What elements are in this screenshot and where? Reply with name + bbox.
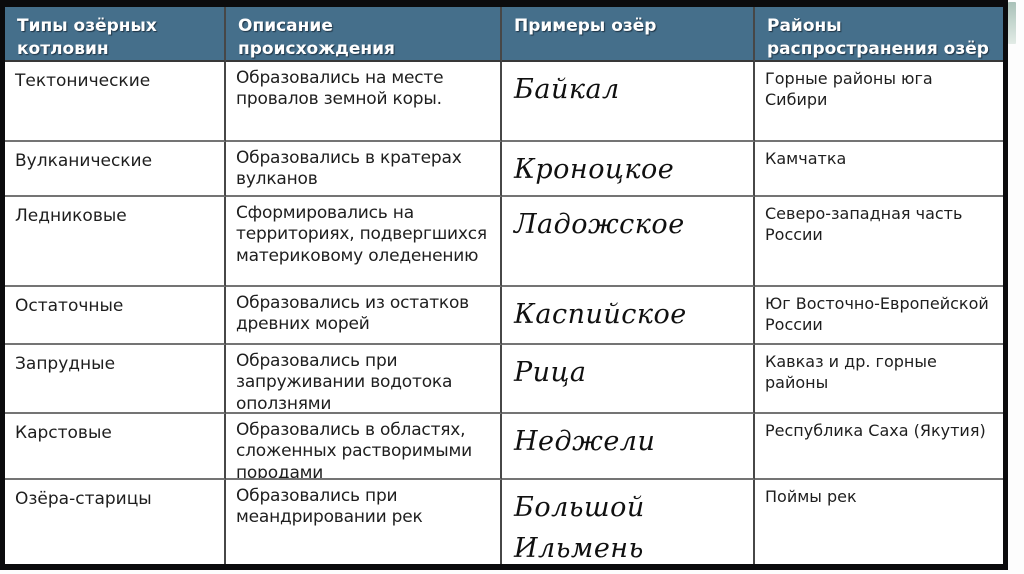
table-row-residual: Остаточные Образовались из остатков древ… bbox=[5, 287, 1003, 345]
table-row-dammed: Запрудные Образовались при запруживании … bbox=[5, 345, 1003, 414]
table-row-tectonic: Тектонические Образовались на месте пров… bbox=[5, 62, 1003, 142]
cell-example: Каспийское bbox=[502, 287, 755, 345]
lake-types-table: Типы озёрных котловин Описание происхожд… bbox=[0, 0, 1008, 570]
cell-example: Неджели bbox=[502, 414, 755, 480]
cell-region: Горные районы юга Сибири bbox=[755, 62, 1003, 142]
header-cell-types: Типы озёрных котловин bbox=[5, 7, 226, 62]
cell-description: Образовались при запруживании водотока о… bbox=[226, 345, 502, 414]
cell-description: Образовались из остатков древних морей bbox=[226, 287, 502, 345]
cell-region: Юг Восточно-Европейской России bbox=[755, 287, 1003, 345]
table-row-oxbow: Озёра-старицы Образовались при меандриро… bbox=[5, 480, 1003, 564]
table-header-row: Типы озёрных котловин Описание происхожд… bbox=[5, 7, 1003, 62]
cell-region: Северо-западная часть России bbox=[755, 197, 1003, 287]
cell-region: Камчатка bbox=[755, 142, 1003, 197]
scrollbar-thumb-fragment[interactable] bbox=[1008, 2, 1016, 44]
cell-example: Байкал bbox=[502, 62, 755, 142]
cell-type: Остаточные bbox=[5, 287, 226, 345]
header-cell-description: Описание происхождения bbox=[226, 7, 502, 62]
cell-type: Запрудные bbox=[5, 345, 226, 414]
cell-region: Поймы рек bbox=[765, 487, 857, 506]
cell-type: Тектонические bbox=[5, 62, 226, 142]
cell-description: Образовались в областях, сложенных раств… bbox=[226, 414, 502, 480]
cell-type: Карстовые bbox=[5, 414, 226, 480]
cell-type: Ледниковые bbox=[5, 197, 226, 287]
cell-description: Образовались в кратерах вулканов bbox=[226, 142, 502, 197]
cell-description: Образовались на месте провалов земной ко… bbox=[226, 62, 502, 142]
cell-description: Сформировались на территориях, подвергши… bbox=[226, 197, 502, 287]
table-row-glacial: Ледниковые Сформировались на территориях… bbox=[5, 197, 1003, 287]
cell-region: Кавказ и др. горные районы bbox=[755, 345, 1003, 414]
cell-region: Республика Саха (Якутия) bbox=[755, 414, 1003, 480]
cell-example: Большой Ильмень bbox=[502, 480, 755, 564]
cell-description: Образовались при меандрировании рек bbox=[226, 480, 502, 564]
cell-type: Озёра-старицы bbox=[5, 480, 226, 564]
cell-example: Кроноцкое bbox=[502, 142, 755, 197]
header-cell-regions: Районы распространения озёр bbox=[755, 7, 1003, 62]
table-row-karst: Карстовые Образовались в областях, сложе… bbox=[5, 414, 1003, 480]
header-cell-examples: Примеры озёр bbox=[502, 7, 755, 62]
cell-example: Рица bbox=[502, 345, 755, 414]
cell-type: Вулканические bbox=[5, 142, 226, 197]
cell-example: Ладожское bbox=[502, 197, 755, 287]
table-row-volcanic: Вулканические Образовались в кратерах ву… bbox=[5, 142, 1003, 197]
